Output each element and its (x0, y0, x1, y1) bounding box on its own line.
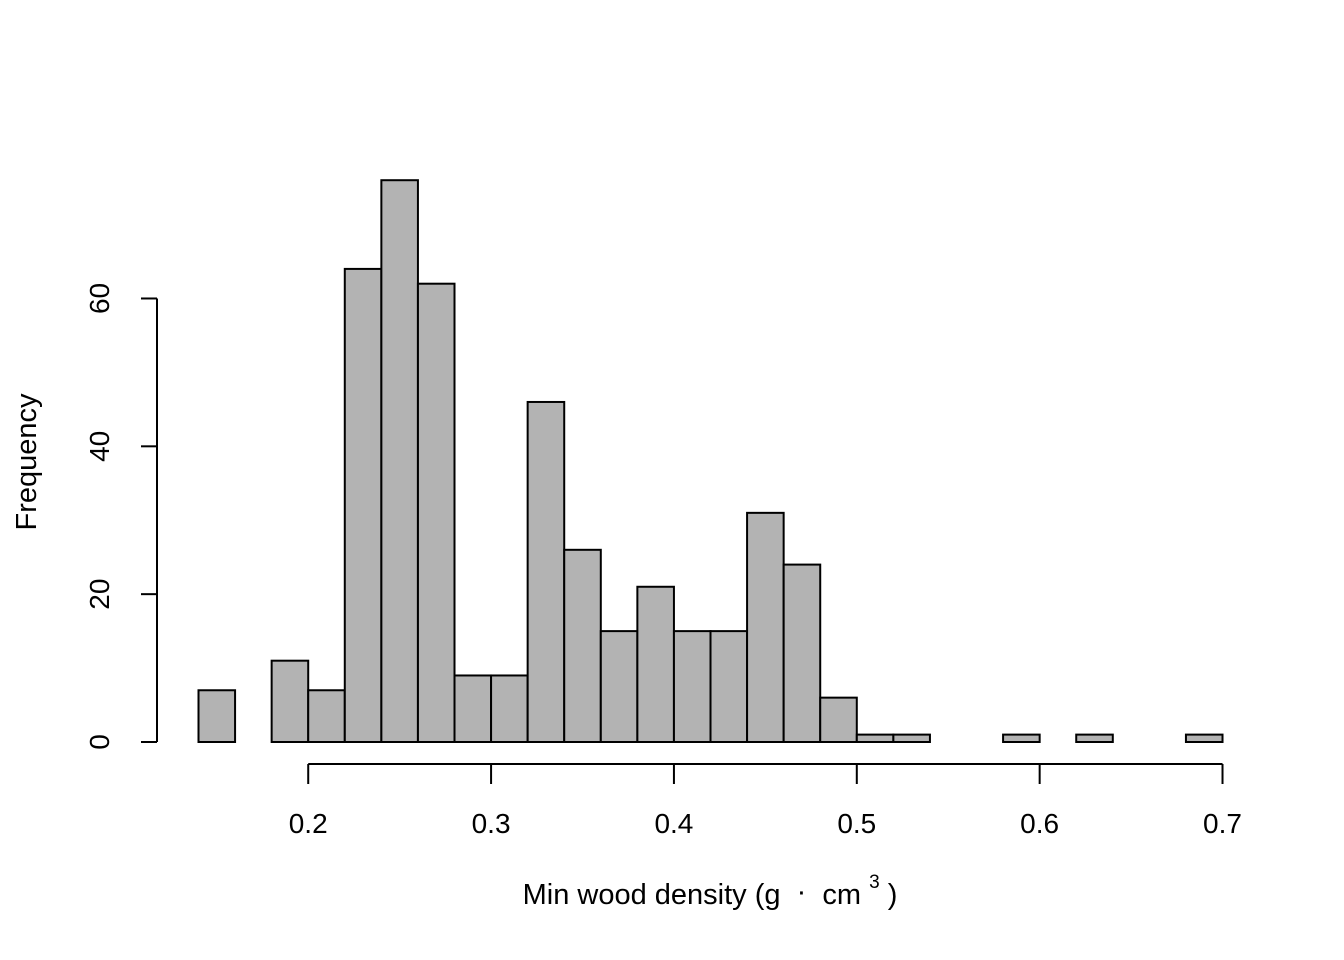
histogram-bar (526, 400, 566, 743)
histogram-bar (490, 674, 529, 743)
histogram-bar (1184, 733, 1224, 743)
histogram-bar (197, 689, 237, 743)
histogram-bar (636, 585, 675, 743)
histogram-bar (672, 630, 712, 743)
x-axis-title-unit: cm (822, 879, 861, 911)
x-axis-title-superscript: 3 (869, 872, 880, 893)
x-axis-title-dot: · (797, 876, 807, 908)
y-tick-label: 20 (84, 579, 115, 610)
x-axis-title-text: Min wood density (g (523, 879, 781, 911)
x-tick-label: 0.7 (1203, 808, 1242, 839)
x-tick-label: 0.3 (472, 808, 511, 839)
y-axis-title: Frequency (11, 393, 43, 531)
x-tick-label: 0.4 (654, 808, 693, 839)
x-tick-label: 0.5 (837, 808, 876, 839)
histogram-bar (270, 659, 310, 743)
histogram-bar (343, 267, 383, 743)
histogram-bar (819, 696, 858, 744)
histogram-bar (453, 674, 493, 743)
histogram-bar (416, 282, 456, 743)
histogram-bar (782, 563, 822, 743)
x-axis-title-close: ) (888, 879, 898, 911)
x-axis: 0.2 0.3 0.4 0.5 0.6 0.7 (289, 763, 1242, 839)
histogram-bar (563, 548, 602, 743)
bars-group (197, 179, 1224, 744)
x-axis-title: Min wood density (g · cm 3 ) (523, 863, 898, 911)
y-tick-label: 40 (84, 431, 115, 462)
histogram-bar (892, 733, 931, 743)
x-tick-label: 0.6 (1020, 808, 1059, 839)
histogram-bar (855, 733, 895, 743)
histogram-bar (599, 630, 639, 743)
histogram-bar (307, 689, 346, 743)
histogram-bar (746, 511, 785, 744)
histogram-bar (709, 630, 749, 743)
x-tick-label: 0.2 (289, 808, 328, 839)
y-axis: 0 20 40 60 (84, 283, 158, 750)
histogram-bar (380, 179, 419, 743)
histogram-bar (1002, 733, 1041, 743)
histogram-bar (1075, 733, 1114, 743)
y-tick-label: 60 (84, 283, 115, 314)
y-tick-label: 0 (84, 734, 115, 750)
